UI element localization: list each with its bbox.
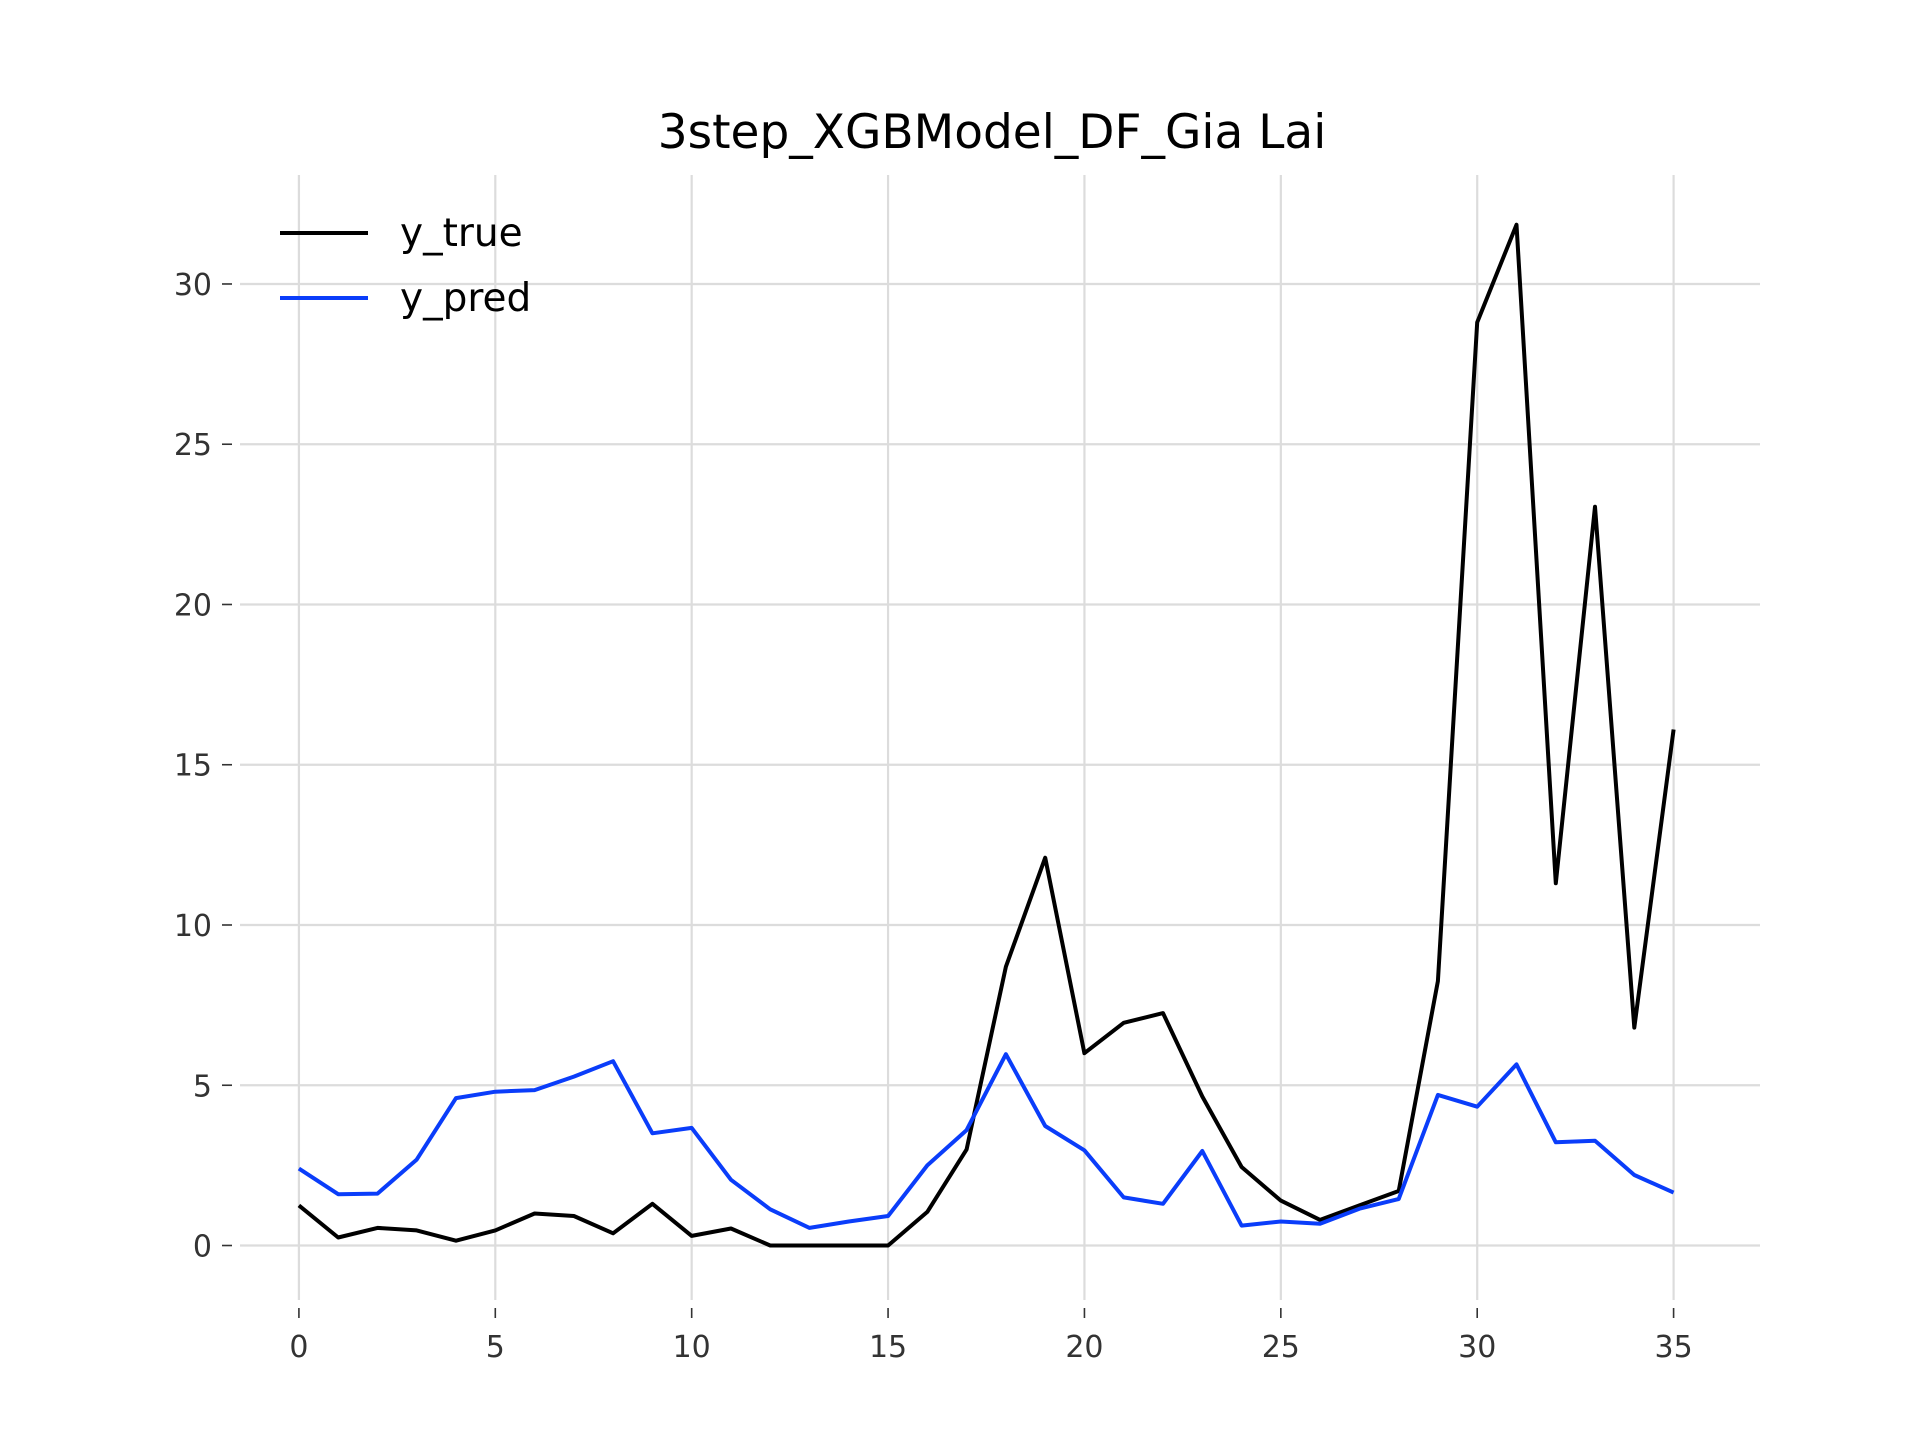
y-tick-label: 0 <box>193 1230 212 1265</box>
legend-label-y-pred: y_pred <box>400 276 531 321</box>
y-tick-label: 10 <box>174 909 212 944</box>
series-line-y-true <box>297 222 1676 1248</box>
series-line-y-pred <box>297 1052 1675 1230</box>
x-tick-label: 15 <box>869 1330 907 1365</box>
x-tick-label: 30 <box>1458 1330 1496 1365</box>
y-tick-label: 20 <box>174 588 212 623</box>
x-tick-label: 5 <box>486 1330 505 1365</box>
x-tick-label: 25 <box>1262 1330 1300 1365</box>
y-tick-label: 30 <box>174 268 212 303</box>
grid <box>240 175 1760 1300</box>
y-tick-label: 15 <box>174 749 212 784</box>
y-tick-label: 5 <box>193 1069 212 1104</box>
x-tick-label: 10 <box>673 1330 711 1365</box>
y-tick-label: 25 <box>174 428 212 463</box>
legend: y_true y_pred <box>280 211 531 321</box>
chart-title: 3step_XGBModel_DF_Gia Lai <box>658 105 1327 160</box>
legend-label-y-true: y_true <box>400 211 523 256</box>
x-tick-label: 20 <box>1065 1330 1103 1365</box>
x-tick-label: 0 <box>289 1330 308 1365</box>
axis-ticks: 0 5 10 15 20 25 30 35 0 5 10 15 20 25 30 <box>174 268 1693 1365</box>
series-lines <box>297 222 1676 1248</box>
x-tick-label: 35 <box>1654 1330 1692 1365</box>
